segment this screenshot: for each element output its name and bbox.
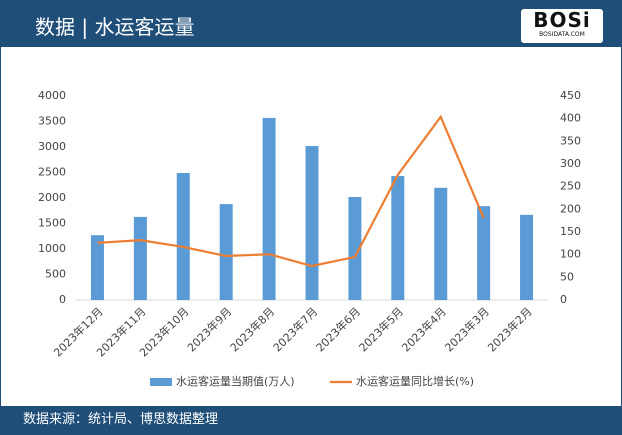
y-tick-label: 3500 [38,115,66,128]
logo-sub: BOSIDATA.COM [539,31,585,38]
legend-swatch [150,378,172,386]
y2-tick-label: 50 [560,270,574,283]
header: 数据 | 水运客运量 BOSi BOSIDATA.COM [1,1,621,47]
y-tick-label: 1500 [38,217,66,230]
bar [305,145,319,300]
bar [262,117,276,301]
x-tick-label: 2023年8月 [227,304,277,354]
bar [391,176,405,300]
y2-tick-label: 200 [560,202,581,215]
y2-tick-label: 250 [560,180,581,193]
x-tick-label: 2023年7月 [270,304,320,354]
legend-label: 水运客运量当期值(万人) [176,374,295,388]
y2-tick-label: 150 [560,225,581,238]
y2-tick-label: 400 [560,112,581,125]
y-tick-label: 2500 [38,166,66,179]
logo: BOSi BOSIDATA.COM [521,9,603,43]
y2-tick-label: 300 [560,157,581,170]
y2-tick-label: 0 [560,293,567,306]
bar [133,216,147,300]
y-tick-label: 4000 [38,89,66,102]
logo-text: BOSi [533,8,591,32]
y2-tick-label: 350 [560,134,581,147]
x-tick-label: 2023年2月 [485,304,535,354]
y-tick-label: 3000 [38,140,66,153]
legend-label: 水运客运量同比增长(%) [356,374,474,388]
x-tick-label: 2023年5月 [356,304,406,354]
bar [176,173,190,300]
bar [434,187,448,300]
y-tick-label: 2000 [38,191,66,204]
x-tick-label: 2023年9月 [184,304,234,354]
bar [520,214,534,300]
y2-tick-label: 100 [560,248,581,261]
y2-tick-label: 450 [560,89,581,102]
bar [219,204,233,300]
y-tick-label: 1000 [38,242,66,255]
line [97,114,485,268]
footer: 数据来源：统计局、博思数据整理 [1,406,621,434]
bar [477,206,491,300]
x-tick-label: 2023年3月 [442,304,492,354]
y-tick-label: 500 [45,268,66,281]
title: 数据 | 水运客运量 [35,15,195,39]
x-tick-label: 2023年6月 [313,304,363,354]
bar [348,196,362,300]
x-tick-label: 2023年4月 [399,304,449,354]
chart: 0 500 1000 1500 2000 2500 3000 3500 4000 0 50 100 15… [38,89,581,388]
bar [90,235,104,300]
y-tick-label: 0 [59,293,66,306]
